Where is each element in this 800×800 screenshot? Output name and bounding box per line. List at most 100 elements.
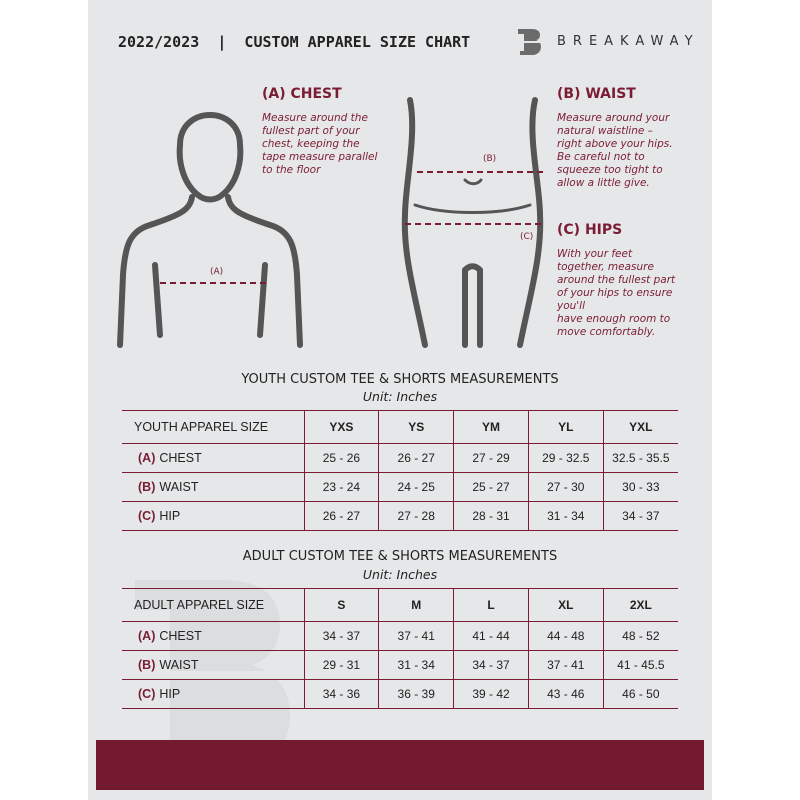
text: squeeze too tight to — [557, 164, 663, 176]
table-row: (C) HIP 34 - 36 36 - 39 39 - 42 43 - 46 46 - 5… — [122, 679, 678, 709]
table-cell: 30 - 33 — [602, 472, 678, 502]
text: around the fullest part — [557, 274, 676, 286]
table-cell: (A) CHEST — [122, 621, 304, 651]
table-cell: (B) WAIST — [122, 650, 304, 680]
table-row: (C) HIP 26 - 27 27 - 28 28 - 31 31 - 34 34 - 3… — [122, 501, 678, 531]
table-cell: (B) WAIST — [122, 472, 304, 502]
text: allow a little give. — [557, 177, 650, 189]
text: (B) — [138, 658, 156, 672]
chest-heading: (A) CHEST — [262, 86, 342, 102]
text: fullest part of your — [262, 125, 360, 137]
table-cell: (C) HIP — [122, 679, 304, 709]
table-cell: YOUTH APPAREL SIZE — [122, 410, 304, 444]
table-cell: 39 - 42 — [453, 679, 529, 709]
adult-table-title: ADULT CUSTOM TEE & SHORTS MEASUREMENTS — [242, 549, 558, 564]
adult-size-table: ADULT APPAREL SIZE S M L XL 2XL (A) CHEST 34 - … — [122, 588, 678, 709]
text: CHEST — [159, 629, 202, 643]
table-cell: 26 - 27 — [378, 443, 454, 473]
table-cell: 25 - 26 — [303, 443, 379, 473]
table-row: (A) CHEST 25 - 26 26 - 27 27 - 29 29 - 32.5 32… — [122, 443, 678, 473]
table-cell: 48 - 52 — [602, 621, 678, 651]
text: Be careful not to — [557, 151, 645, 163]
table-row: (B) WAIST 29 - 31 31 - 34 34 - 37 37 - 41 41 -… — [122, 650, 678, 680]
table-cell: 29 - 31 — [303, 650, 379, 680]
table-cell: 36 - 39 — [378, 679, 454, 709]
table-cell: 41 - 44 — [453, 621, 529, 651]
table-row: (B) WAIST 23 - 24 24 - 25 25 - 27 27 - 30 30 -… — [122, 472, 678, 502]
waist-description: Measure around your natural waistline – ri… — [557, 112, 673, 190]
table-cell: 2XL — [602, 588, 678, 622]
table-header-row: YOUTH APPAREL SIZE YXS YS YM YL YXL — [122, 410, 678, 444]
table-cell: ADULT APPAREL SIZE — [122, 588, 304, 622]
table-cell: 27 - 28 — [378, 501, 454, 531]
table-cell: 37 - 41 — [378, 621, 454, 651]
waist-heading: (B) WAIST — [557, 86, 636, 102]
table-cell: XL — [527, 588, 604, 622]
table-cell: 46 - 50 — [602, 679, 678, 709]
text: tape measure parallel — [262, 151, 378, 163]
brand-logo-icon — [514, 29, 541, 55]
text: WAIST — [159, 658, 199, 672]
text: have enough room to — [557, 313, 671, 325]
text: WAIST — [159, 480, 199, 494]
youth-size-table: YOUTH APPAREL SIZE YXS YS YM YL YXL (A) CHEST 2… — [122, 410, 678, 531]
text: you'll — [557, 300, 586, 312]
adult-unit: Unit: Inches — [362, 567, 438, 582]
table-cell: YXS — [303, 410, 379, 444]
chest-description: Measure around the fullest part of your ch… — [262, 112, 377, 177]
text: move comfortably. — [557, 326, 656, 338]
text: Measure around the — [262, 112, 368, 124]
text: (C) — [138, 687, 156, 701]
text: HIP — [159, 509, 181, 523]
text: together, measure — [557, 261, 654, 273]
table-header-row: ADULT APPAREL SIZE S M L XL 2XL — [122, 588, 678, 622]
lower-body-illustration — [401, 97, 545, 348]
footer-bar — [96, 740, 704, 790]
hips-marker: (C) — [520, 232, 534, 242]
table-cell: 29 - 32.5 — [527, 443, 604, 473]
table-cell: 27 - 29 — [453, 443, 529, 473]
table-cell: 41 - 45.5 — [602, 650, 678, 680]
table-cell: 28 - 31 — [453, 501, 529, 531]
hips-heading: (C) HIPS — [557, 222, 623, 238]
table-cell: 37 - 41 — [527, 650, 604, 680]
table-cell: 27 - 30 — [527, 472, 604, 502]
page-title: 2022/2023 | CUSTOM APPAREL SIZE CHART — [118, 33, 471, 51]
table-cell: M — [378, 588, 454, 622]
text: chest, keeping the — [262, 138, 360, 150]
chest-marker: (A) — [210, 267, 224, 277]
text: CHEST — [159, 451, 202, 465]
table-cell: 34 - 37 — [453, 650, 529, 680]
text: to the floor — [262, 164, 321, 176]
table-cell: 32.5 - 35.5 — [602, 443, 678, 473]
text: (A) — [138, 451, 156, 465]
text: right above your hips. — [557, 138, 673, 150]
table-cell: YL — [527, 410, 604, 444]
table-cell: 31 - 34 — [378, 650, 454, 680]
table-row: (A) CHEST 34 - 37 37 - 41 41 - 44 44 - 48 48 -… — [122, 621, 678, 651]
hips-description: With your feet together, measure around th… — [557, 248, 675, 339]
table-cell: 24 - 25 — [378, 472, 454, 502]
text: of your hips to ensure — [557, 287, 673, 299]
brand-name: BREAKAWAY — [557, 34, 700, 49]
table-cell: S — [303, 588, 379, 622]
text: (B) — [138, 480, 156, 494]
text: natural waistline – — [557, 125, 653, 137]
table-cell: 34 - 36 — [303, 679, 379, 709]
table-cell: 26 - 27 — [303, 501, 379, 531]
table-cell: YM — [453, 410, 529, 444]
text: (A) — [138, 629, 156, 643]
waist-marker: (B) — [483, 154, 497, 164]
table-cell: 31 - 34 — [527, 501, 604, 531]
text: (C) — [138, 509, 156, 523]
table-cell: 34 - 37 — [303, 621, 379, 651]
table-cell: 44 - 48 — [527, 621, 604, 651]
table-cell: (A) CHEST — [122, 443, 304, 473]
table-cell: YS — [378, 410, 454, 444]
text: HIP — [159, 687, 181, 701]
youth-unit: Unit: Inches — [362, 389, 438, 404]
table-cell: 43 - 46 — [527, 679, 604, 709]
table-cell: YXL — [602, 410, 678, 444]
table-cell: (C) HIP — [122, 501, 304, 531]
table-cell: L — [453, 588, 529, 622]
